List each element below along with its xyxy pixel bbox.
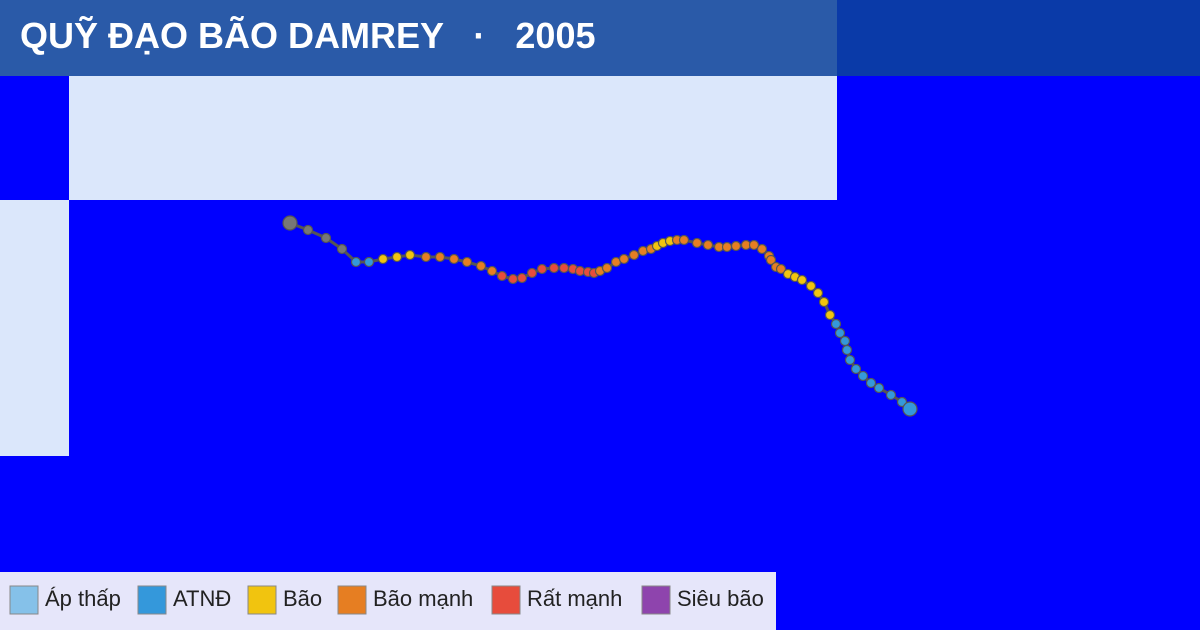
track-point: [721, 241, 733, 253]
track-point: [839, 335, 851, 347]
track-point: [558, 262, 570, 274]
track-point: [548, 262, 560, 274]
track-point: [841, 344, 853, 356]
track-point: [702, 239, 714, 251]
track-point: [618, 253, 630, 265]
track-point: [824, 309, 836, 321]
track-point: [748, 239, 760, 251]
track-point: [830, 318, 842, 330]
land: [0, 200, 69, 456]
track-point: [873, 382, 885, 394]
track-point: [420, 251, 432, 263]
legend-swatch: [337, 585, 367, 615]
legend: Áp thấp ATNĐ Bão Bão mạnh Rất mạnh Siêu bão: [9, 585, 764, 615]
track-point: [678, 234, 690, 246]
legend-label: Bão mạnh: [373, 586, 473, 611]
track-point: [404, 249, 416, 261]
track-point: [805, 280, 817, 292]
legend-label: Siêu bão: [677, 586, 764, 611]
legend-swatch: [247, 585, 277, 615]
track-point: [486, 265, 498, 277]
track-point: [350, 256, 362, 268]
legend-label: Áp thấp: [45, 586, 121, 611]
title: QUỸ ĐẠO BÃO DAMREY · 2005: [20, 14, 596, 56]
track-point: [507, 273, 519, 285]
legend-swatch: [491, 585, 521, 615]
track-point: [516, 272, 528, 284]
track-point: [391, 251, 403, 263]
storm-track: [282, 215, 918, 417]
land: [69, 76, 837, 200]
track-point: [496, 270, 508, 282]
track-point: [765, 254, 777, 266]
legend-swatch: [137, 585, 167, 615]
legend-label: Bão: [283, 586, 322, 611]
track-point: [475, 260, 487, 272]
track-point: [461, 256, 473, 268]
track-point: [834, 327, 846, 339]
track-point: [628, 249, 640, 261]
track-point: [818, 296, 830, 308]
track-point: [377, 253, 389, 265]
legend-swatch: [641, 585, 671, 615]
track-point: [730, 240, 742, 252]
track-point: [526, 267, 538, 279]
track-point: [756, 243, 768, 255]
track-point: [336, 243, 348, 255]
track-point: [885, 389, 897, 401]
track-point: [844, 354, 856, 366]
track-point: [812, 287, 824, 299]
track-point: [282, 215, 298, 231]
track-point: [302, 224, 314, 236]
track-point: [434, 251, 446, 263]
track-point: [865, 377, 877, 389]
track-point: [320, 232, 332, 244]
track-point: [850, 363, 862, 375]
track-point: [363, 256, 375, 268]
track-point: [536, 263, 548, 275]
track-point: [691, 237, 703, 249]
legend-swatch: [9, 585, 39, 615]
track-point: [775, 263, 787, 275]
legend-label: ATNĐ: [173, 586, 231, 611]
track-point: [601, 262, 613, 274]
legend-label: Rất mạnh: [527, 586, 622, 611]
track-point: [902, 401, 918, 417]
header-bar-light: [0, 0, 837, 76]
track-point: [448, 253, 460, 265]
track-point: [796, 274, 808, 286]
track-point: [857, 370, 869, 382]
